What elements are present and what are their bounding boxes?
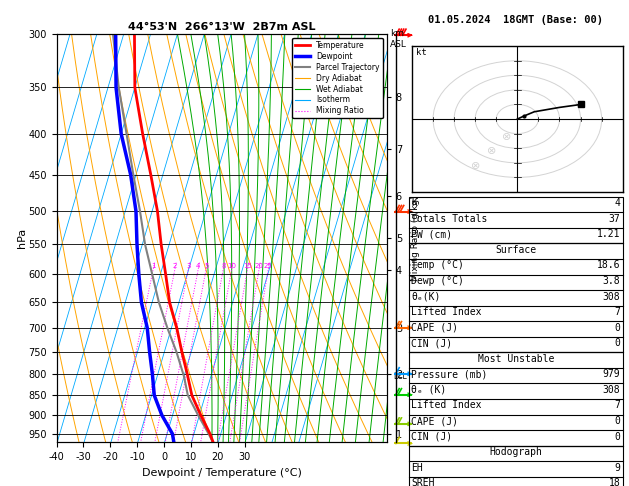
- Text: Mixing Ratio (g/kg): Mixing Ratio (g/kg): [411, 195, 420, 281]
- Text: 7: 7: [615, 307, 620, 317]
- Text: 5: 5: [204, 262, 208, 269]
- Text: Dewp (°C): Dewp (°C): [411, 276, 464, 286]
- Text: 37: 37: [608, 214, 620, 224]
- Text: 8: 8: [221, 262, 226, 269]
- Text: θₑ (K): θₑ (K): [411, 385, 447, 395]
- Text: 01.05.2024  18GMT (Base: 00): 01.05.2024 18GMT (Base: 00): [428, 15, 603, 25]
- Text: km
ASL: km ASL: [390, 29, 407, 49]
- Text: CIN (J): CIN (J): [411, 338, 452, 348]
- Text: Pressure (mb): Pressure (mb): [411, 369, 487, 380]
- Text: ⊗: ⊗: [470, 161, 480, 171]
- Text: θₑ(K): θₑ(K): [411, 292, 441, 302]
- Text: 20: 20: [255, 262, 264, 269]
- Text: 9: 9: [615, 463, 620, 473]
- Text: Lifted Index: Lifted Index: [411, 307, 482, 317]
- Text: 3.8: 3.8: [603, 276, 620, 286]
- Legend: Temperature, Dewpoint, Parcel Trajectory, Dry Adiabat, Wet Adiabat, Isotherm, Mi: Temperature, Dewpoint, Parcel Trajectory…: [292, 38, 383, 119]
- Text: 18: 18: [608, 478, 620, 486]
- Text: 2: 2: [173, 262, 177, 269]
- Text: 7: 7: [615, 400, 620, 411]
- Text: Temp (°C): Temp (°C): [411, 260, 464, 271]
- Text: Surface: Surface: [495, 245, 537, 255]
- Text: 18.6: 18.6: [597, 260, 620, 271]
- Text: CIN (J): CIN (J): [411, 432, 452, 442]
- Text: CAPE (J): CAPE (J): [411, 323, 459, 333]
- Text: ⊗: ⊗: [487, 146, 497, 156]
- Y-axis label: hPa: hPa: [17, 228, 27, 248]
- Text: 0: 0: [615, 323, 620, 333]
- Text: 25: 25: [264, 262, 273, 269]
- Text: 4: 4: [615, 198, 620, 208]
- Text: Hodograph: Hodograph: [489, 447, 542, 457]
- Text: Totals Totals: Totals Totals: [411, 214, 487, 224]
- Text: kt: kt: [416, 48, 427, 57]
- Text: Lifted Index: Lifted Index: [411, 400, 482, 411]
- Text: 979: 979: [603, 369, 620, 380]
- Text: 1.21: 1.21: [597, 229, 620, 240]
- Text: 0: 0: [615, 432, 620, 442]
- Text: 4: 4: [196, 262, 201, 269]
- Text: Most Unstable: Most Unstable: [477, 354, 554, 364]
- Text: SREH: SREH: [411, 478, 435, 486]
- Text: K: K: [411, 198, 417, 208]
- Text: 15: 15: [243, 262, 252, 269]
- Text: 0: 0: [615, 338, 620, 348]
- Text: 1: 1: [151, 262, 155, 269]
- Text: PW (cm): PW (cm): [411, 229, 452, 240]
- Text: 3: 3: [186, 262, 191, 269]
- Text: 308: 308: [603, 385, 620, 395]
- Title: 44°53'N  266°13'W  2B7m ASL: 44°53'N 266°13'W 2B7m ASL: [128, 22, 316, 32]
- Text: ⊗: ⊗: [502, 132, 511, 141]
- Text: CAPE (J): CAPE (J): [411, 416, 459, 426]
- Text: LCL: LCL: [394, 372, 407, 381]
- Text: 0: 0: [615, 416, 620, 426]
- Text: 10: 10: [227, 262, 237, 269]
- X-axis label: Dewpoint / Temperature (°C): Dewpoint / Temperature (°C): [142, 468, 302, 478]
- Text: 308: 308: [603, 292, 620, 302]
- Text: EH: EH: [411, 463, 423, 473]
